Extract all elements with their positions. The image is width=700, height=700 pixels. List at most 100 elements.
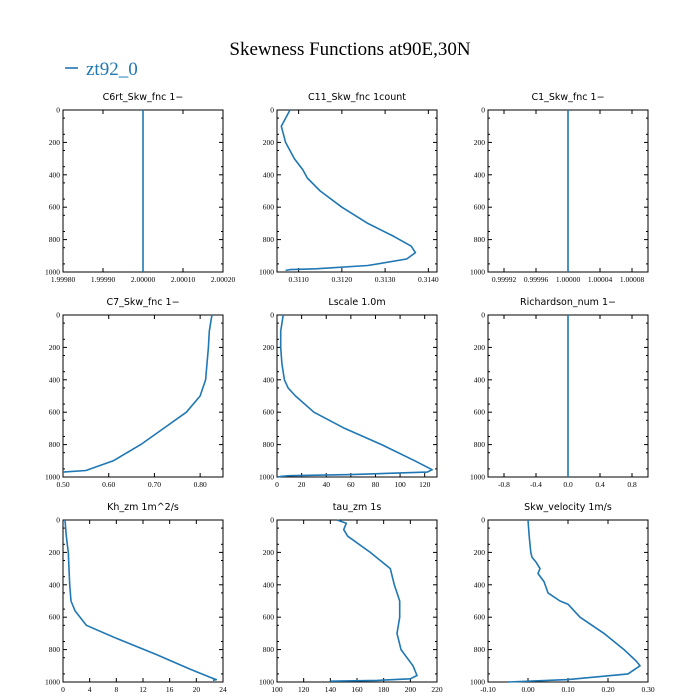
- panel-title: C7_Skw_fnc 1−: [106, 297, 179, 308]
- y-tick-label: 0: [270, 106, 274, 115]
- y-tick-label: 1000: [259, 268, 274, 277]
- x-tick-label: 1.99980: [51, 275, 76, 284]
- y-tick-label: 800: [474, 645, 486, 654]
- y-tick-label: 200: [49, 343, 61, 352]
- y-tick-label: 0: [56, 516, 60, 525]
- x-tick-label: 0.3110: [288, 275, 309, 284]
- x-tick-label: 0.30: [641, 685, 654, 694]
- x-tick-label: 0: [61, 685, 65, 694]
- y-tick-label: 600: [263, 203, 275, 212]
- y-tick-label: 0: [270, 311, 274, 320]
- x-tick-label: 2.00000: [131, 275, 156, 284]
- y-tick-label: 600: [49, 613, 61, 622]
- x-tick-label: 1.00004: [588, 275, 613, 284]
- series-line: [64, 519, 218, 682]
- y-tick-label: 800: [263, 645, 275, 654]
- y-tick-label: 400: [474, 580, 486, 589]
- x-tick-label: -0.8: [498, 480, 510, 489]
- y-tick-label: 800: [263, 235, 275, 244]
- x-tick-label: 0.00: [521, 685, 534, 694]
- x-tick-label: -0.10: [480, 685, 496, 694]
- y-tick-label: 400: [263, 375, 275, 384]
- panel-2: C1_Skw_fnc 1− 0 200 400 600 800 1000 0.99992 0.9…: [470, 92, 649, 284]
- x-tick-label: 40: [322, 480, 330, 489]
- x-tick-label: 100: [271, 685, 283, 694]
- y-tick-label: 0: [56, 311, 60, 320]
- y-tick-label: 600: [49, 203, 61, 212]
- panel-title: tau_zm 1s: [333, 502, 382, 513]
- x-tick-label: 160: [351, 685, 363, 694]
- y-tick-label: 600: [263, 613, 275, 622]
- y-tick-label: 400: [49, 580, 61, 589]
- x-tick-label: 0.3130: [375, 275, 396, 284]
- plot-frame: [276, 314, 438, 478]
- y-tick-label: 400: [474, 170, 486, 179]
- x-tick-label: 20: [298, 480, 306, 489]
- y-tick-label: 200: [263, 343, 275, 352]
- legend-label: zt92_0: [86, 59, 138, 80]
- x-tick-label: 0.3120: [332, 275, 353, 284]
- x-tick-label: 140: [325, 685, 337, 694]
- x-tick-label: 1.00008: [620, 275, 645, 284]
- y-tick-label: 1000: [470, 678, 485, 687]
- x-tick-label: -0.4: [530, 480, 542, 489]
- x-tick-label: 8: [114, 685, 118, 694]
- y-tick-label: 1000: [470, 268, 485, 277]
- x-tick-label: 220: [431, 685, 443, 694]
- x-tick-label: 0.99996: [524, 275, 549, 284]
- y-tick-label: 400: [49, 170, 61, 179]
- series-line: [278, 314, 433, 478]
- panel-title: Skw_velocity 1m/s: [524, 502, 612, 513]
- y-tick-label: 800: [49, 645, 61, 654]
- y-tick-label: 0: [481, 516, 485, 525]
- y-tick-label: 800: [474, 235, 486, 244]
- x-tick-label: 0.60: [102, 480, 115, 489]
- x-tick-label: 0.3140: [418, 275, 439, 284]
- x-tick-label: 80: [372, 480, 380, 489]
- x-tick-label: 0.10: [561, 685, 574, 694]
- x-tick-label: 0.70: [148, 480, 161, 489]
- x-tick-label: 4: [88, 685, 92, 694]
- x-tick-label: 12: [139, 685, 147, 694]
- y-tick-label: 600: [263, 408, 275, 417]
- x-tick-label: 0.50: [56, 480, 69, 489]
- x-tick-label: 60: [347, 480, 355, 489]
- x-tick-label: 0.0: [563, 480, 573, 489]
- x-tick-label: 16: [166, 685, 174, 694]
- y-tick-label: 0: [481, 106, 485, 115]
- series-line: [507, 519, 641, 683]
- y-tick-label: 800: [49, 235, 61, 244]
- panel-title: C1_Skw_fnc 1−: [531, 92, 604, 103]
- y-tick-label: 800: [263, 440, 275, 449]
- plot-frame: [62, 314, 224, 478]
- y-tick-label: 1000: [259, 678, 274, 687]
- series-line: [330, 519, 418, 682]
- y-tick-label: 800: [474, 440, 486, 449]
- x-tick-label: 180: [378, 685, 390, 694]
- y-tick-label: 0: [270, 516, 274, 525]
- x-tick-label: 1.99990: [91, 275, 116, 284]
- panel-title: C6rt_Skw_fnc 1−: [103, 92, 184, 103]
- x-tick-label: 0.80: [194, 480, 207, 489]
- y-tick-label: 1000: [259, 473, 274, 482]
- y-tick-label: 1000: [45, 473, 60, 482]
- y-tick-label: 200: [263, 548, 275, 557]
- y-tick-label: 400: [474, 375, 486, 384]
- y-tick-label: 200: [263, 138, 275, 147]
- y-tick-label: 1000: [470, 473, 485, 482]
- panel-5: Richardson_num 1− 0 200 400 600 800 1000 -0.8 -0…: [470, 297, 649, 489]
- x-tick-label: 100: [394, 480, 406, 489]
- plot-frame: [276, 519, 438, 683]
- y-tick-label: 600: [474, 203, 486, 212]
- y-tick-label: 0: [56, 106, 60, 115]
- y-tick-label: 400: [263, 580, 275, 589]
- plot-frame: [62, 519, 224, 683]
- plot-frame: [487, 519, 649, 683]
